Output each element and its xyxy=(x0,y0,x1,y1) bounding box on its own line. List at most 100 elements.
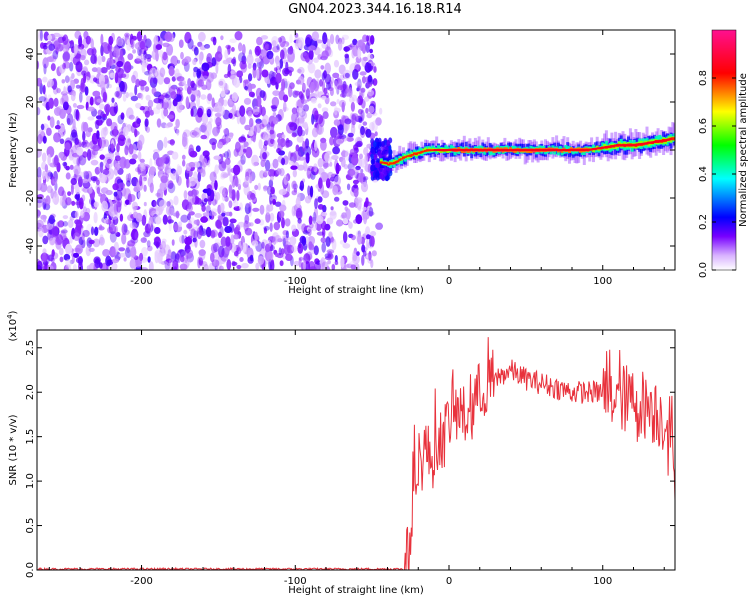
spectrogram-cell xyxy=(137,191,141,199)
spectrogram-cell xyxy=(219,265,224,270)
spectrogram-cell xyxy=(251,154,259,167)
spectrogram-cell xyxy=(134,84,138,96)
spectrogram-cell xyxy=(284,236,291,241)
spectrogram-cell xyxy=(215,191,221,201)
spectrogram-cell xyxy=(217,141,223,149)
spectrogram-cell xyxy=(254,57,261,63)
spectrogram-cell xyxy=(243,97,252,105)
spectrogram-cell xyxy=(140,93,144,100)
spectrogram-cell xyxy=(375,162,380,169)
x-tick-label: 0 xyxy=(446,276,452,287)
spectrogram-cell xyxy=(87,127,93,133)
spectrogram-cell xyxy=(97,109,103,117)
spectrogram-cell xyxy=(276,60,281,70)
spectrogram-cell xyxy=(114,155,121,162)
spectrogram-cell xyxy=(356,251,360,256)
spectrogram-cell xyxy=(375,117,382,126)
spectrogram-cell xyxy=(227,71,231,77)
spectrogram-cell xyxy=(67,191,72,197)
spectrogram-cell xyxy=(248,130,254,137)
spectrogram-cell xyxy=(102,113,107,118)
y-tick-label: -40 xyxy=(25,238,36,254)
spectrogram-cell xyxy=(321,212,328,217)
spectrogram-cell xyxy=(67,85,72,93)
spectrogram-cell xyxy=(278,247,282,256)
spectrogram-cell xyxy=(331,155,339,160)
spectrogram-cell xyxy=(263,227,267,234)
spectrogram-cell xyxy=(206,108,212,118)
spectrogram-cell xyxy=(141,246,148,257)
spectrogram-cell xyxy=(350,264,357,270)
spectrogram-cell xyxy=(361,57,367,67)
spectrogram-cell xyxy=(311,147,320,158)
spectrogram-cell xyxy=(342,80,347,90)
spectrogram-cell xyxy=(114,151,120,157)
spectrogram-cell xyxy=(358,157,363,168)
colorbar-label: Normalized spectral amplitude xyxy=(738,73,749,227)
spectrogram-cell xyxy=(186,223,193,229)
spectrogram-cell xyxy=(321,50,329,59)
spectrogram-cell xyxy=(377,141,382,148)
spectrogram-cell xyxy=(75,189,81,195)
spectrogram-cell xyxy=(117,182,125,189)
spectrogram-cell xyxy=(50,176,56,186)
spectrogram-cell xyxy=(239,257,244,262)
spectrogram-cell xyxy=(256,36,263,46)
spectrogram-cell xyxy=(143,201,147,207)
spectrogram-cell xyxy=(262,49,267,57)
spectrogram-cell xyxy=(128,143,134,155)
spectrogram-cell xyxy=(214,101,223,113)
spectrogram-cell xyxy=(256,95,262,108)
spectrogram-cell xyxy=(51,225,59,238)
spectrogram-cell xyxy=(212,127,219,137)
spectrogram-cell xyxy=(292,183,298,190)
spectrogram-cell xyxy=(236,112,241,125)
spectrogram-cell xyxy=(302,140,306,153)
spectrogram-cell xyxy=(135,78,140,88)
spectrogram-cell xyxy=(298,37,305,50)
svg-text:(x104): (x104) xyxy=(6,310,19,341)
spectrogram-cell xyxy=(80,82,86,93)
spectrogram-cell xyxy=(368,251,372,261)
spectrogram-cell xyxy=(289,122,298,131)
spectrogram-cell xyxy=(296,79,301,85)
spectrogram-cell xyxy=(259,90,266,99)
spectrogram-cell xyxy=(48,214,55,225)
spectrogram-cell xyxy=(261,241,265,249)
spectrogram-cell xyxy=(101,55,106,63)
spectrogram-cell xyxy=(367,74,373,83)
spectrogram-cell xyxy=(265,243,270,253)
spectrogram-cell xyxy=(248,91,255,98)
y-tick-label: 2.5 xyxy=(25,340,36,356)
spectrogram-cell xyxy=(167,249,172,258)
spectrogram-cell xyxy=(202,150,210,157)
spectrogram-cell xyxy=(173,195,179,206)
spectrogram-cell xyxy=(224,226,233,233)
spectrogram-cell xyxy=(257,182,261,191)
spectrogram-cell xyxy=(277,37,283,43)
spectrogram-cell xyxy=(145,94,151,101)
spectrogram-cell xyxy=(65,197,72,206)
spectrogram-cell xyxy=(62,34,69,45)
spectrogram-cell xyxy=(307,174,313,179)
spectrogram-cell xyxy=(121,223,128,235)
spectrogram-cell xyxy=(365,35,369,42)
spectrogram-cell xyxy=(129,259,136,269)
spectrogram-cell xyxy=(306,167,312,179)
spectrogram-cell xyxy=(209,210,215,217)
spectrogram-cell xyxy=(157,139,164,151)
spectrogram-cell xyxy=(262,170,271,176)
spectrogram-cell xyxy=(334,196,340,202)
spectrogram-cell xyxy=(177,175,182,186)
spectrogram-cell xyxy=(42,248,47,255)
spectrogram-cell xyxy=(252,105,260,116)
spectrogram-cell xyxy=(254,184,259,190)
spectrogram-cell xyxy=(96,186,101,194)
spectrogram-cell xyxy=(149,166,155,179)
spectrogram-cell xyxy=(82,39,87,46)
spectrogram-cell xyxy=(111,32,115,42)
spectrogram-cell xyxy=(314,110,319,120)
spectrogram-cell xyxy=(175,210,180,219)
spectrogram-cell xyxy=(52,178,58,185)
spectrogram-cell xyxy=(155,51,159,62)
